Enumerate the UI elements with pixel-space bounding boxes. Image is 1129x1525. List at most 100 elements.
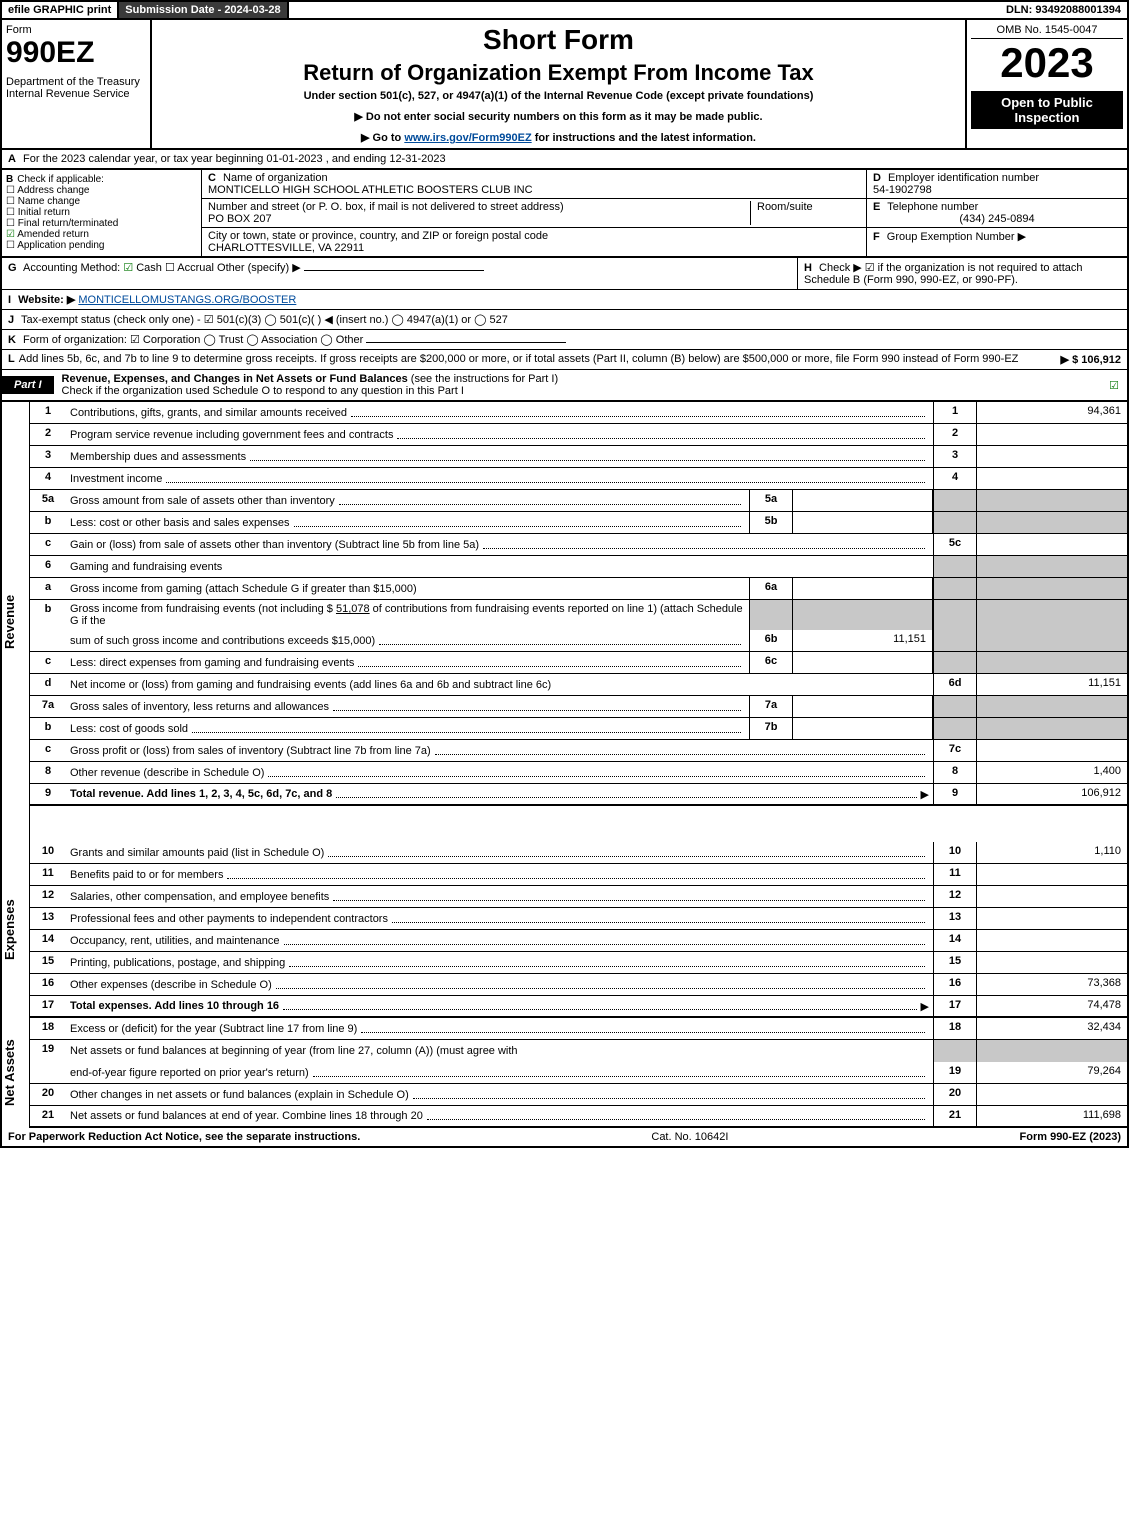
omb-number: OMB No. 1545-0047: [971, 24, 1123, 39]
line-19-num-blank: [30, 1062, 66, 1083]
form-of-org-other-input[interactable]: [366, 342, 566, 343]
line-5a-subnum: 5a: [749, 490, 793, 511]
footer-left: For Paperwork Reduction Act Notice, see …: [8, 1131, 360, 1143]
line-5a-rightnum-shade: [933, 490, 977, 511]
form-header: Form 990EZ Department of the Treasury In…: [0, 20, 1129, 150]
efile-print-button[interactable]: efile GRAPHIC print: [2, 2, 119, 18]
line-6b-rightnum-shade: [933, 600, 977, 630]
checkbox-name-change[interactable]: Name change: [6, 196, 197, 207]
room-suite-label: Room/suite: [757, 201, 813, 213]
line-5c-desc: Gain or (loss) from sale of assets other…: [70, 539, 479, 551]
line-16-value: 73,368: [977, 974, 1127, 995]
line-5c: c Gain or (loss) from sale of assets oth…: [30, 534, 1127, 556]
footer-row: For Paperwork Reduction Act Notice, see …: [0, 1128, 1129, 1148]
line-7b: b Less: cost of goods sold 7b: [30, 718, 1127, 740]
line-10-num: 10: [30, 842, 66, 863]
line-7b-subnum: 7b: [749, 718, 793, 739]
website-link[interactable]: MONTICELLOMUSTANGS.ORG/BOOSTER: [78, 294, 296, 306]
line-6a-num: a: [30, 578, 66, 599]
line-21-num: 21: [30, 1106, 66, 1126]
line-17: 17 Total expenses. Add lines 10 through …: [30, 996, 1127, 1018]
line-19-rightnum: 19: [933, 1062, 977, 1083]
line-11: 11 Benefits paid to or for members 11: [30, 864, 1127, 886]
line-20: 20 Other changes in net assets or fund b…: [30, 1084, 1127, 1106]
line-6b-num-blank: [30, 630, 66, 651]
line-6b-desc2: sum of such gross income and contributio…: [70, 635, 375, 647]
line-9-num: 9: [30, 784, 66, 804]
line-17-desc: Total expenses. Add lines 10 through 16: [70, 1000, 279, 1012]
line-6c-rightval-shade: [977, 652, 1127, 673]
part1-title: Revenue, Expenses, and Changes in Net As…: [62, 370, 559, 400]
part1-header: Part I Revenue, Expenses, and Changes in…: [0, 370, 1129, 402]
org-name: MONTICELLO HIGH SCHOOL ATHLETIC BOOSTERS…: [208, 184, 533, 196]
line-12: 12 Salaries, other compensation, and emp…: [30, 886, 1127, 908]
goto-instructions: ▶ Go to www.irs.gov/Form990EZ for instru…: [160, 131, 957, 144]
line-7a: 7a Gross sales of inventory, less return…: [30, 696, 1127, 718]
checkbox-final-return[interactable]: Final return/terminated: [6, 218, 197, 229]
section-J: J Tax-exempt status (check only one) - ☑…: [0, 310, 1129, 330]
line-2-desc: Program service revenue including govern…: [70, 429, 393, 441]
line-6b-row1: b Gross income from fundraising events (…: [30, 600, 1127, 630]
label-K: K: [8, 334, 16, 346]
line-5a-desc: Gross amount from sale of assets other t…: [70, 495, 335, 507]
line-7b-rightval-shade: [977, 718, 1127, 739]
tax-exempt-status: Tax-exempt status (check only one) - ☑ 5…: [21, 314, 508, 326]
line-7b-num: b: [30, 718, 66, 739]
checkbox-cash[interactable]: Cash: [123, 262, 162, 274]
section-B: BCheck if applicable: Address change Nam…: [2, 170, 202, 256]
line-6c-desc: Less: direct expenses from gaming and fu…: [70, 657, 354, 669]
line-6-num: 6: [30, 556, 66, 577]
line-6: 6 Gaming and fundraising events: [30, 556, 1127, 578]
line-14-rightnum: 14: [933, 930, 977, 951]
checkbox-accrual[interactable]: Accrual: [165, 262, 214, 274]
main-title: Return of Organization Exempt From Incom…: [160, 60, 957, 86]
label-J: J: [8, 314, 14, 326]
line-11-desc: Benefits paid to or for members: [70, 869, 223, 881]
accounting-other-input[interactable]: [304, 270, 484, 271]
part1-schedule-o-checkbox[interactable]: [1101, 376, 1127, 395]
under-section-text: Under section 501(c), 527, or 4947(a)(1)…: [160, 90, 957, 102]
sidebar-expenses-label: Expenses: [2, 842, 17, 1018]
line-8: 8 Other revenue (describe in Schedule O)…: [30, 762, 1127, 784]
line-19-desc: Net assets or fund balances at beginning…: [70, 1045, 518, 1057]
line-13-rightnum: 13: [933, 908, 977, 929]
line-6d-desc: Net income or (loss) from gaming and fun…: [70, 679, 551, 691]
line-7a-rightval-shade: [977, 696, 1127, 717]
line-4-value: [977, 468, 1127, 489]
line-14-desc: Occupancy, rent, utilities, and maintena…: [70, 935, 280, 947]
line-6b-rightval-shade: [977, 600, 1127, 630]
line-20-desc: Other changes in net assets or fund bala…: [70, 1089, 409, 1101]
line-11-num: 11: [30, 864, 66, 885]
line-17-rightnum: 17: [933, 996, 977, 1016]
dln: DLN: 93492088001394: [1000, 2, 1127, 18]
org-name-label: Name of organization: [223, 172, 328, 184]
telephone-value: (434) 245-0894: [873, 213, 1121, 225]
line-5c-num: c: [30, 534, 66, 555]
line-6b-row2: sum of such gross income and contributio…: [30, 630, 1127, 652]
checkbox-initial-return[interactable]: Initial return: [6, 207, 197, 218]
part1-table: Revenue 1 Contributions, gifts, grants, …: [0, 402, 1129, 1128]
line-12-desc: Salaries, other compensation, and employ…: [70, 891, 329, 903]
checkbox-address-change[interactable]: Address change: [6, 185, 197, 196]
line-6b-subnum: 6b: [749, 630, 793, 651]
header-right-block: OMB No. 1545-0047 2023 Open to Public In…: [967, 20, 1127, 148]
footer-right: Form 990-EZ (2023): [1020, 1131, 1121, 1143]
line-6b-rightnum-shade2: [933, 630, 977, 651]
line-7b-rightnum-shade: [933, 718, 977, 739]
irs-link[interactable]: www.irs.gov/Form990EZ: [404, 132, 531, 144]
line-7b-subval: [793, 718, 933, 739]
checkbox-amended-return[interactable]: Amended return: [6, 229, 197, 240]
line-16-num: 16: [30, 974, 66, 995]
line-5b-subnum: 5b: [749, 512, 793, 533]
line-4-num: 4: [30, 468, 66, 489]
gross-receipts-text: Add lines 5b, 6c, and 7b to line 9 to de…: [19, 353, 1061, 366]
line-5b: b Less: cost or other basis and sales ex…: [30, 512, 1127, 534]
line-3-value: [977, 446, 1127, 467]
checkbox-application-pending[interactable]: Application pending: [6, 240, 197, 251]
line-6d-value: 11,151: [977, 674, 1127, 695]
line-5c-rightnum: 5c: [933, 534, 977, 555]
line-3-desc: Membership dues and assessments: [70, 451, 246, 463]
line-13: 13 Professional fees and other payments …: [30, 908, 1127, 930]
line-7c-rightnum: 7c: [933, 740, 977, 761]
line-15: 15 Printing, publications, postage, and …: [30, 952, 1127, 974]
